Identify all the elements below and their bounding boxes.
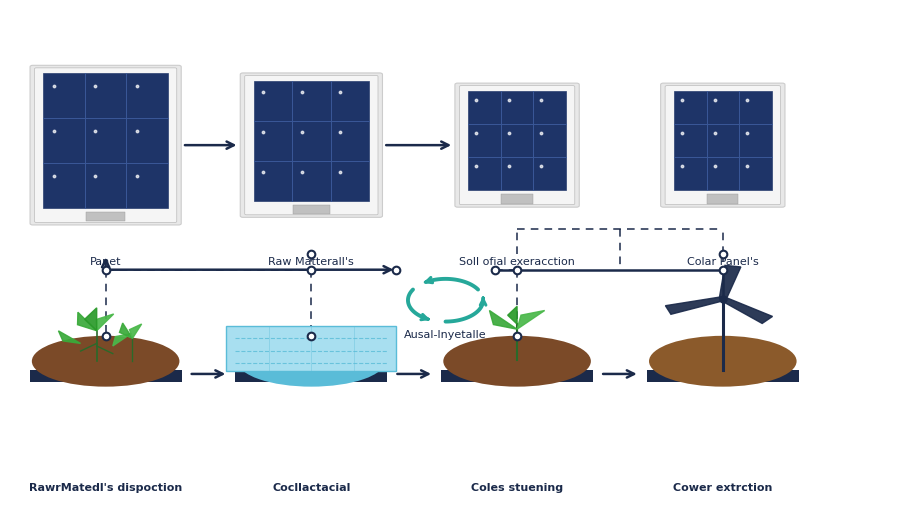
Polygon shape xyxy=(719,265,741,299)
FancyBboxPatch shape xyxy=(454,83,580,207)
Polygon shape xyxy=(85,308,96,331)
Text: Raw Matterall's: Raw Matterall's xyxy=(268,257,355,267)
Text: RawrMatedl's dispoction: RawrMatedl's dispoction xyxy=(29,483,183,493)
Polygon shape xyxy=(112,334,131,346)
FancyBboxPatch shape xyxy=(240,73,382,217)
Polygon shape xyxy=(508,306,518,324)
FancyBboxPatch shape xyxy=(34,68,176,223)
Ellipse shape xyxy=(649,336,796,387)
Ellipse shape xyxy=(32,336,179,387)
FancyBboxPatch shape xyxy=(459,86,575,205)
FancyBboxPatch shape xyxy=(441,371,593,381)
FancyBboxPatch shape xyxy=(501,194,533,204)
Polygon shape xyxy=(665,297,724,314)
Text: Soll ofial exeracction: Soll ofial exeracction xyxy=(459,257,575,267)
FancyBboxPatch shape xyxy=(674,91,771,190)
FancyBboxPatch shape xyxy=(227,326,396,372)
Polygon shape xyxy=(490,310,518,329)
FancyBboxPatch shape xyxy=(647,371,799,381)
FancyBboxPatch shape xyxy=(254,81,369,200)
Polygon shape xyxy=(58,331,81,343)
FancyBboxPatch shape xyxy=(30,371,182,381)
Text: Colar Panel's: Colar Panel's xyxy=(687,257,759,267)
Text: Cocllactacial: Cocllactacial xyxy=(272,483,350,493)
Polygon shape xyxy=(721,297,772,323)
FancyBboxPatch shape xyxy=(86,212,125,222)
Polygon shape xyxy=(120,323,132,338)
FancyBboxPatch shape xyxy=(665,86,780,205)
FancyBboxPatch shape xyxy=(235,371,387,381)
FancyBboxPatch shape xyxy=(661,83,785,207)
FancyBboxPatch shape xyxy=(30,65,181,225)
Text: Panet: Panet xyxy=(90,257,122,267)
Ellipse shape xyxy=(238,336,385,387)
Text: Ausal-lnyetalle: Ausal-lnyetalle xyxy=(404,329,487,340)
FancyBboxPatch shape xyxy=(43,73,167,208)
FancyBboxPatch shape xyxy=(707,194,739,204)
Polygon shape xyxy=(518,310,544,329)
Text: Coles stuening: Coles stuening xyxy=(471,483,563,493)
FancyBboxPatch shape xyxy=(245,76,378,215)
Text: Cower extrction: Cower extrction xyxy=(673,483,772,493)
Ellipse shape xyxy=(444,336,591,387)
FancyBboxPatch shape xyxy=(293,205,329,214)
Polygon shape xyxy=(77,312,96,331)
Polygon shape xyxy=(130,324,141,338)
Polygon shape xyxy=(96,314,113,331)
FancyBboxPatch shape xyxy=(468,91,566,190)
